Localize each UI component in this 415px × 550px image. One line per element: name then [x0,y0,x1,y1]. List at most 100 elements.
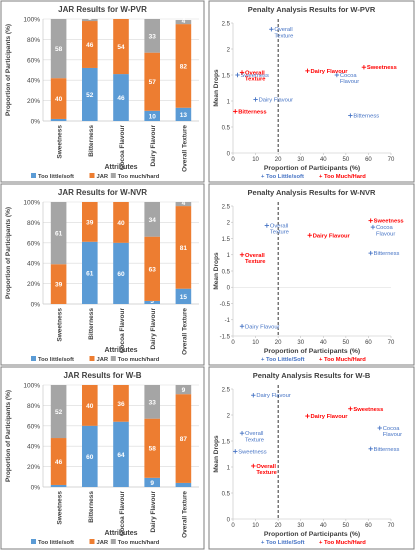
x-tick-label: 60 [365,523,372,529]
chart-title: JAR Results for W-B [63,371,141,380]
scatter-chart-5: Penalty Analysis Results for W-B 0 0.5 1 1.5… [213,371,402,546]
legend-label: Too Much/Hard [324,540,366,546]
y-tick-label: 80% [27,403,40,410]
point-label-line: Flavour [340,79,359,85]
panel-frame-3 [208,183,415,366]
data-label: 3 [150,298,154,305]
y-tick-label: 0.5 [222,269,231,275]
panel-frame-2 [0,183,205,366]
y-tick-label: 1.5 [222,439,231,445]
category-label: Dairy Flavour [150,308,157,350]
x-tick-label: 60 [365,157,372,163]
bar-segment-too-much-hard [175,202,192,207]
x-axis-label: Proportion of Participants (%) [264,531,360,538]
x-axis-label: Proportion of Participants (%) [264,348,360,355]
x-tick-label: 50 [343,523,350,529]
data-label: 46 [86,42,94,49]
panel-frame-1 [208,0,415,183]
y-tick-label: 1 [227,465,231,471]
point-label: Overall Texture [245,253,266,265]
x-tick-label: 70 [388,523,395,529]
data-point-too-little-soft [334,72,340,78]
data-label: 61 [86,270,94,277]
legend-label: Too little/soft [38,174,74,180]
data-point-too-much-hard [239,70,245,75]
y-tick-label: 1 [227,253,231,259]
data-label: 1 [88,15,92,22]
point-label: Dairy Flavour [259,97,294,103]
point-label: Dairy Flavour [310,414,348,420]
point-label-line: Dairy Flavour [259,97,294,103]
data-label: 61 [55,231,63,238]
data-point-too-little-soft [269,27,274,32]
y-tick-label: 60% [27,57,40,64]
y-axis-label: Mean Drops [213,435,220,473]
x-tick-label: 10 [252,157,259,163]
data-label: 52 [86,92,94,99]
x-tick-label: 0 [231,157,235,163]
category-label: Bitterness [88,125,95,157]
legend-swatch [89,539,95,544]
bar-segment-jar [82,202,98,242]
data-label: 4 [182,18,186,25]
data-label: 40 [86,403,94,410]
bar-segment-jar [50,78,67,119]
bar-segment-jar [175,24,192,108]
scatter-chart-3: Penalty Analysis Results for W-NVR -1.5 -1… [213,188,404,363]
bar-segment-too-little-soft [113,242,129,304]
category-label: Cocoa Flavour [119,125,126,171]
data-label: 52 [55,409,63,416]
y-tick-label: 60% [27,423,40,430]
y-tick-label: 1.5 [222,237,231,243]
point-label: Sweetness [241,73,269,79]
chart-title: Penalty Analysis Results for W-NVR [248,188,377,197]
bar-segment-too-little-soft [144,300,160,304]
data-label: 60 [117,271,125,278]
data-label: 34 [149,217,157,224]
legend-label: Too much/hard [118,174,160,180]
bar-segment-jar [175,206,192,289]
point-label-line: Dairy Flavour [256,393,291,399]
point-label: Dairy Flavour [313,233,351,239]
legend-label: Too much/hard [118,357,160,363]
point-label-line: Sweetness [353,407,383,413]
y-tick-label: 0.5 [222,125,231,131]
y-axis-label: Proportion of Participants (%) [5,24,12,116]
x-tick-label: 20 [275,157,282,163]
category-label: Bitterness [88,491,95,523]
data-point-too-little-soft [239,431,245,436]
point-label-line: Flavour [383,432,402,438]
data-label: 0 [119,196,123,203]
category-label: Sweetness [57,125,64,159]
category-label: Bitterness [88,308,95,340]
y-tick-label: 0% [31,119,41,126]
point-label-line: Overall [245,431,263,437]
bar-segment-too-much-hard [144,385,160,419]
point-label: Cocoa Flavour [376,225,395,237]
category-label: Cocoa Flavour [119,491,126,537]
y-tick-label: 100% [23,17,40,24]
point-label: Sweetness [238,449,266,455]
scatter-chart-1: Penalty Analysis Results for W-PVR 0 0.5 1 1… [213,5,397,180]
category-label: Overall Texture [181,491,188,538]
data-point-too-much-hard [307,233,312,238]
category-label: Overall Texture [181,125,188,172]
data-point-too-little-soft [235,72,240,78]
y-tick-label: 0% [31,485,41,492]
x-axis-label: Proportion of Participants (%) [264,165,360,172]
point-label: Overall Texture [245,70,266,82]
y-tick-label: 2.5 [222,21,231,27]
y-tick-label: 0% [31,302,41,309]
point-label: Cocoa Flavour [383,426,402,438]
x-axis-label: Attributes [104,164,137,171]
point-label-line: Overall [256,464,276,470]
y-tick-label: 100% [23,200,40,207]
chart-title: Penalty Analysis Results for W-B [253,371,371,380]
point-label-line: Cocoa [376,225,394,231]
data-label: 10 [149,113,157,120]
point-label: Overall Texture [245,431,264,443]
bar-segment-too-little-soft [175,107,192,121]
x-tick-label: 30 [297,523,304,529]
panel-frame-0 [0,0,205,183]
bar-segment-too-little-soft [175,482,192,487]
